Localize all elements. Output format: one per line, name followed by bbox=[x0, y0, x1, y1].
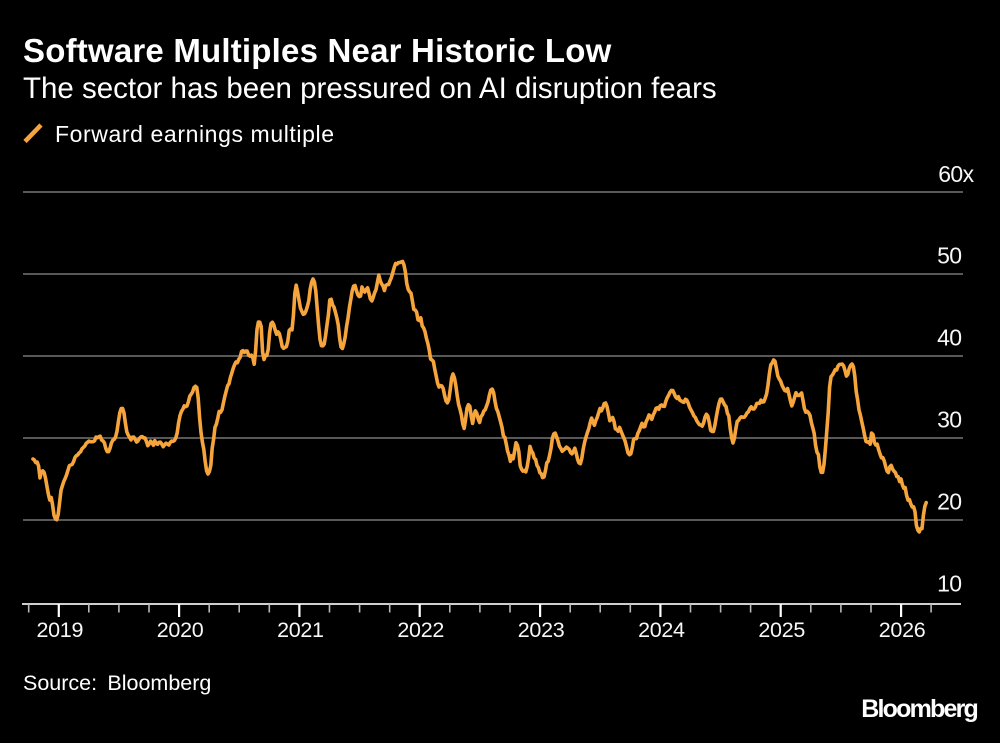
svg-text:30: 30 bbox=[937, 407, 961, 433]
svg-text:2019: 2019 bbox=[36, 618, 83, 642]
svg-text:2020: 2020 bbox=[157, 618, 204, 642]
svg-text:2021: 2021 bbox=[277, 618, 324, 642]
svg-text:2025: 2025 bbox=[758, 618, 805, 642]
svg-text:60x: 60x bbox=[938, 161, 974, 187]
svg-text:Forward earnings multiple: Forward earnings multiple bbox=[55, 121, 335, 147]
svg-text:2026: 2026 bbox=[879, 618, 926, 642]
svg-text:2023: 2023 bbox=[518, 618, 565, 642]
svg-text:The sector has been pressured: The sector has been pressured on AI disr… bbox=[23, 72, 717, 105]
svg-text:Source: Bloomberg: Source: Bloomberg bbox=[23, 671, 211, 695]
svg-text:50: 50 bbox=[937, 243, 961, 269]
svg-text:Bloomberg: Bloomberg bbox=[861, 695, 977, 723]
svg-text:Software Multiples Near Histor: Software Multiples Near Historic Low bbox=[23, 32, 612, 69]
svg-text:10: 10 bbox=[937, 571, 961, 597]
svg-text:2022: 2022 bbox=[397, 618, 444, 642]
svg-text:40: 40 bbox=[937, 325, 961, 351]
svg-text:2024: 2024 bbox=[638, 618, 685, 642]
svg-text:20: 20 bbox=[937, 489, 961, 515]
